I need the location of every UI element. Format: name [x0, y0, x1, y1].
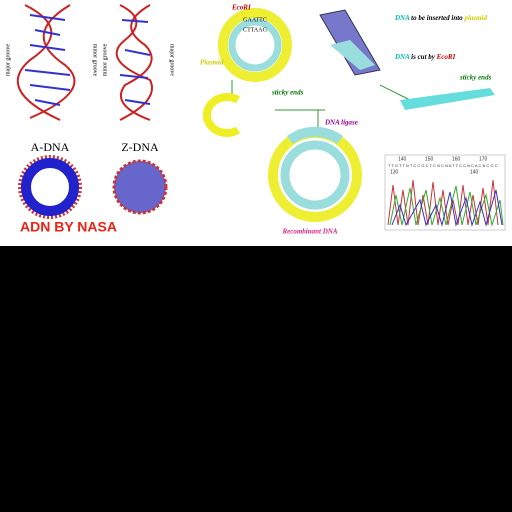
credit: ADN BY NASA [20, 219, 117, 235]
tick-label: 140 [398, 156, 407, 162]
label: Plasmid [200, 59, 224, 67]
label: minor groove [102, 43, 108, 76]
z-dna-top-view [112, 159, 168, 215]
base-calls: T T G T T N T C C G C T C N C N A T T C … [388, 163, 498, 168]
recombinant-plasmid [268, 126, 362, 222]
a-dna-helix [16, 4, 76, 121]
label: DNA to be inserted into plasmid [394, 14, 487, 22]
chromatogram [384, 154, 506, 231]
label: major groove [169, 44, 175, 76]
tick-label: 150 [425, 156, 434, 162]
plasmid [218, 8, 292, 82]
label: sticky ends [271, 89, 304, 97]
label: Z-DNA [121, 140, 159, 154]
cut-plasmid [202, 93, 241, 137]
tick-label: 140 [470, 169, 479, 175]
label: major groove [5, 44, 11, 76]
arrow [379, 84, 411, 101]
tick-label: 170 [479, 156, 488, 162]
insert-dna [319, 9, 381, 76]
label: GAATTC [243, 17, 267, 23]
label: Recombinant DNA [281, 228, 337, 236]
tick-label: 160 [452, 156, 461, 162]
a-dna-top-view [21, 158, 79, 216]
label: DNA ligase [324, 119, 358, 127]
label: DNA is cut by EcoRI [394, 53, 456, 61]
tick-label: 130 [390, 169, 399, 175]
label: sticky ends [459, 74, 492, 82]
label: EcoRI [231, 4, 251, 12]
z-dna-helix [115, 4, 153, 121]
a-dna-top-view [18, 155, 82, 219]
cut-dna [400, 88, 495, 110]
label: minor groove [92, 44, 98, 77]
label: CTTAAG [243, 27, 268, 33]
label: A-DNA [31, 140, 70, 154]
